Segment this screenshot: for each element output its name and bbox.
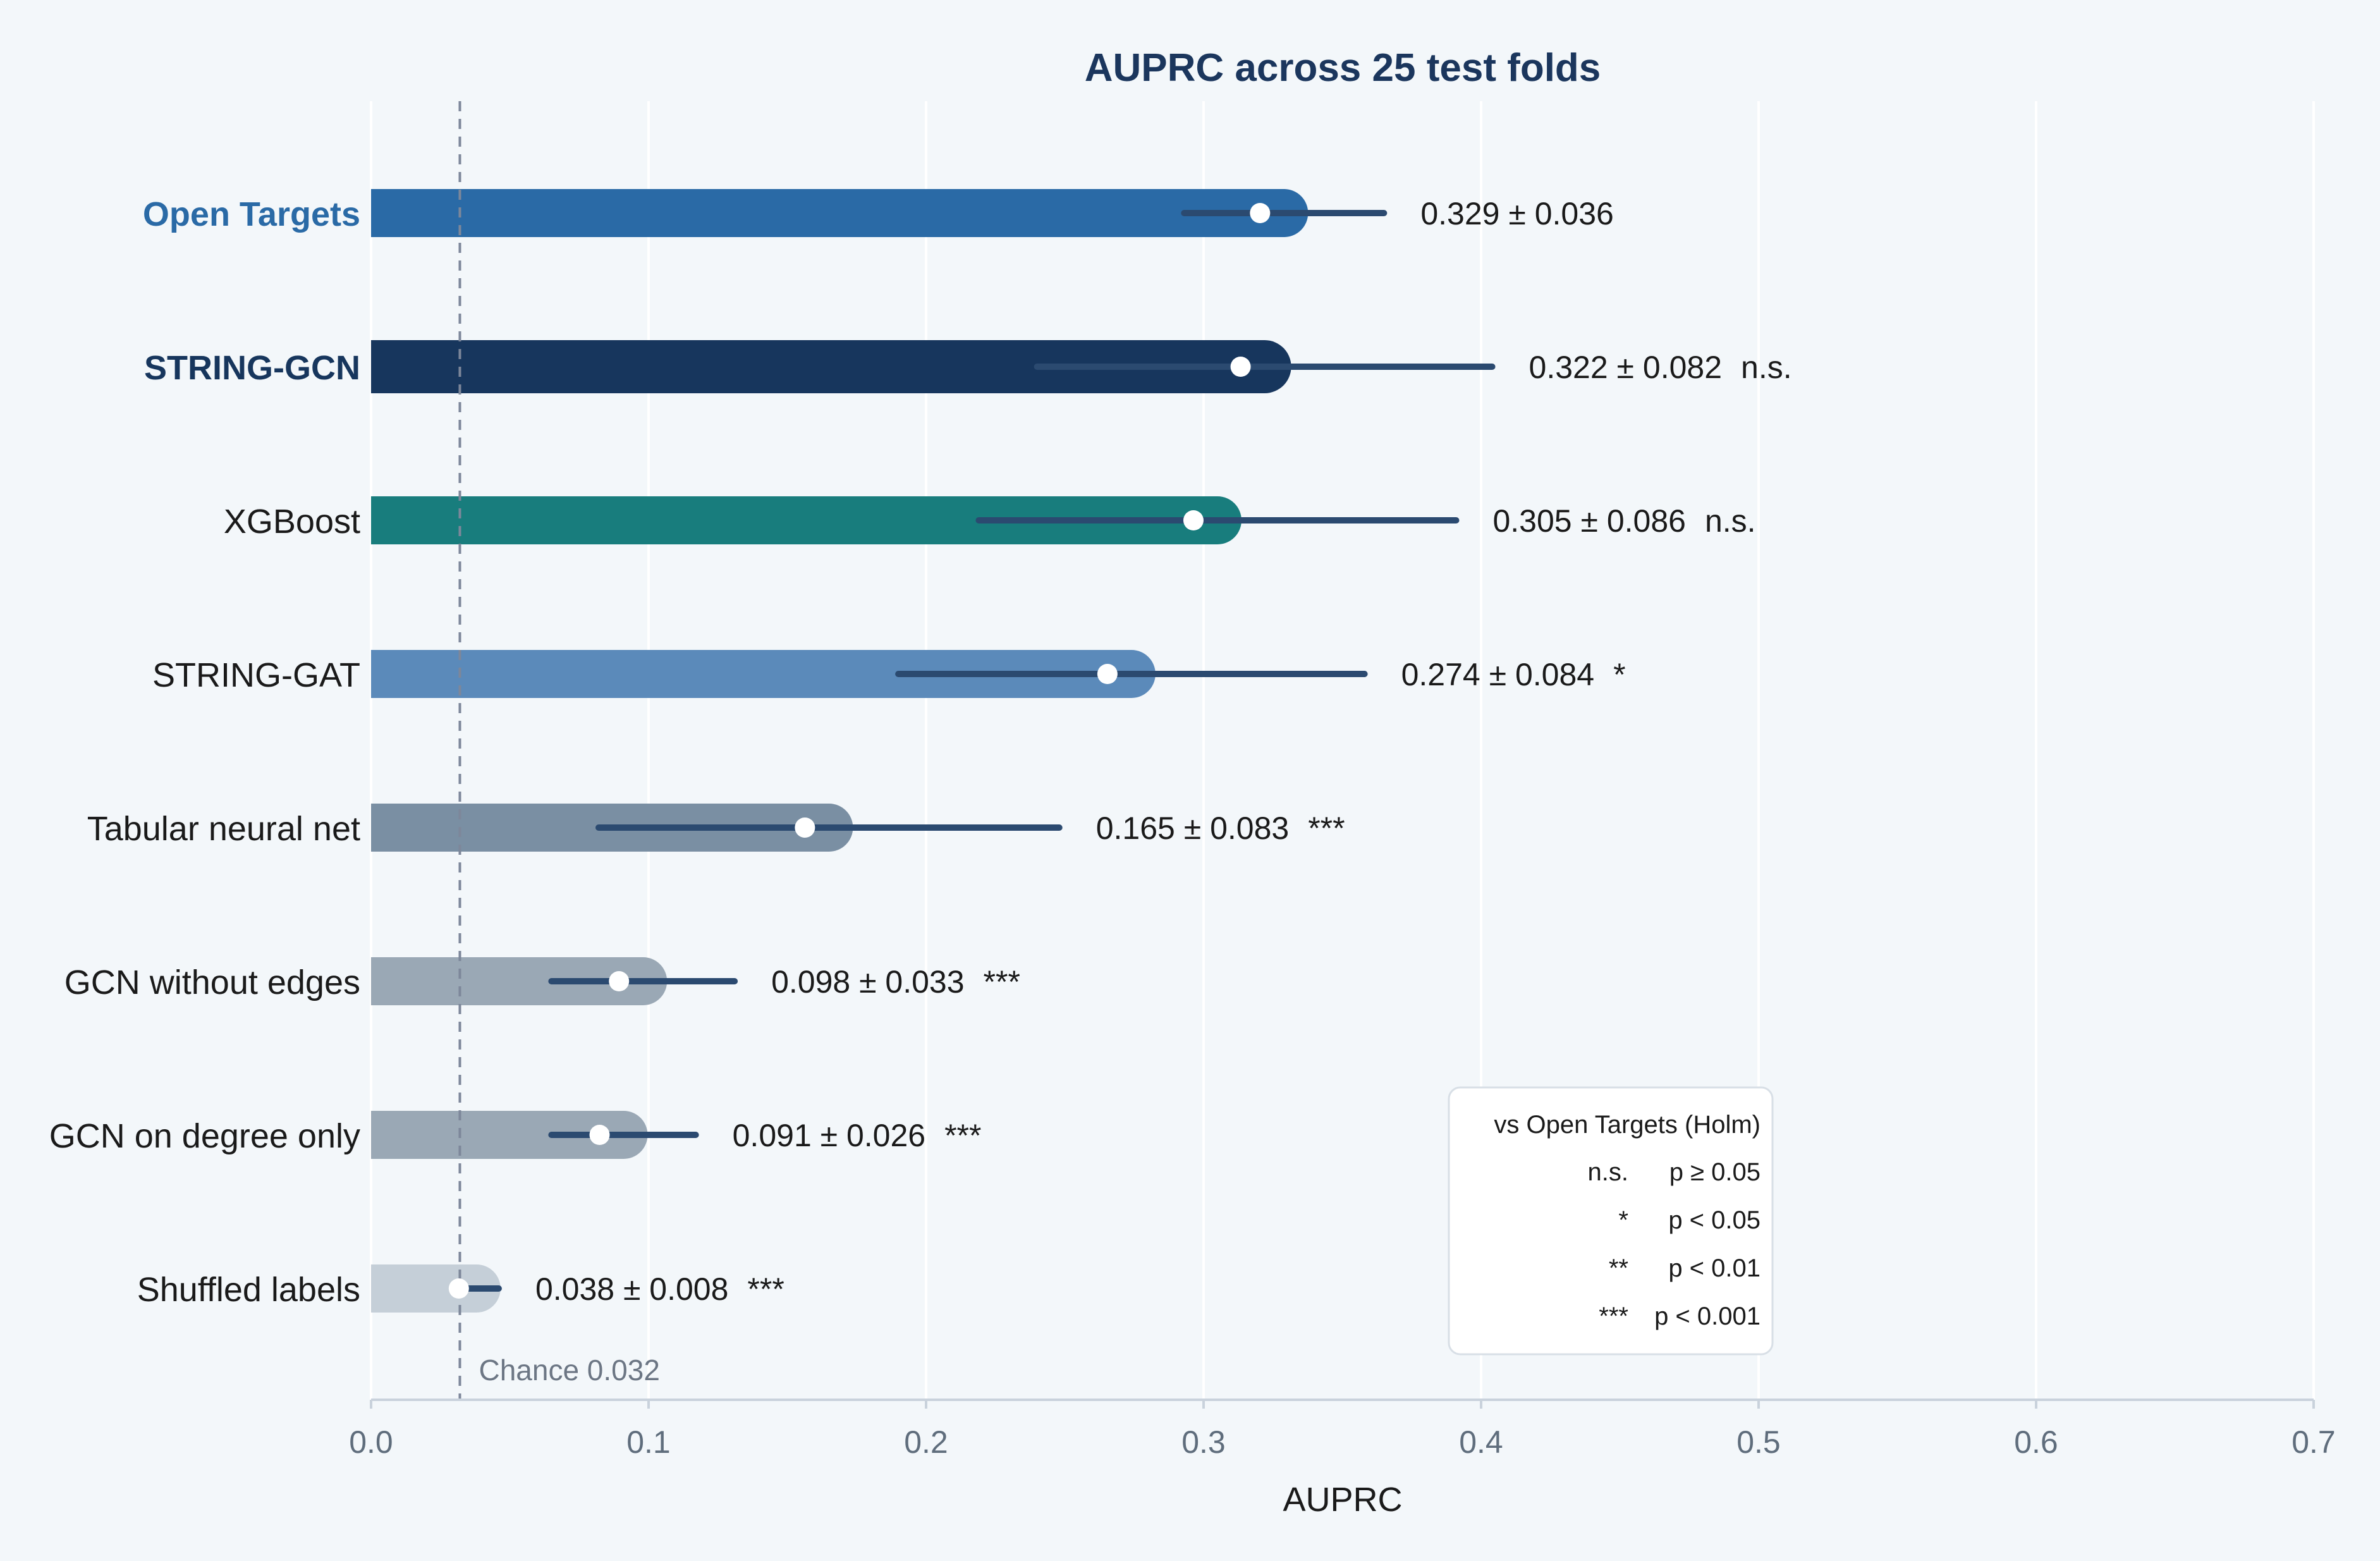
- mean-point: [448, 1278, 469, 1299]
- bar: [371, 189, 1309, 237]
- significance-label: n.s.: [1705, 503, 1756, 539]
- mean-point: [609, 971, 630, 991]
- category-label: GCN on degree only: [49, 1117, 360, 1155]
- legend-title: vs Open Targets (Holm): [1494, 1111, 1761, 1139]
- value-label: 0.305 ± 0.086: [1492, 503, 1685, 539]
- category-label: Shuffled labels: [137, 1271, 360, 1309]
- category-label: STRING-GAT: [152, 656, 360, 694]
- error-bars: [448, 203, 1496, 1299]
- value-label: 0.165 ± 0.083: [1096, 811, 1289, 846]
- category-label: Open Targets: [143, 195, 360, 233]
- gridlines: [370, 101, 2315, 1400]
- x-tick-label: 0.1: [626, 1424, 671, 1460]
- significance-label: ***: [1308, 811, 1345, 846]
- value-label: 0.322 ± 0.082: [1529, 350, 1722, 385]
- x-axis-label: AUPRC: [1283, 1481, 1402, 1519]
- category-label: GCN without edges: [64, 964, 360, 1001]
- bar: [371, 650, 1156, 698]
- value-label: 0.274 ± 0.084: [1401, 657, 1594, 692]
- chance-reference: Chance 0.032: [458, 101, 660, 1400]
- value-label: 0.091 ± 0.026: [733, 1118, 925, 1153]
- mean-point: [1183, 510, 1204, 530]
- bar: [371, 340, 1291, 393]
- chance-label: Chance 0.032: [479, 1354, 659, 1387]
- category-label: STRING-GCN: [144, 349, 360, 387]
- value-label: 0.038 ± 0.008: [535, 1271, 728, 1307]
- legend-text: p < 0.01: [1668, 1254, 1761, 1282]
- significance-label: *: [1613, 657, 1625, 692]
- category-labels: Open Targets STRING-GCN XGBoost STRING-GAT T…: [49, 195, 360, 1309]
- bar: [371, 957, 668, 1005]
- legend-symbol: n.s.: [1588, 1158, 1628, 1186]
- mean-point: [1250, 203, 1271, 223]
- mean-point: [795, 817, 815, 838]
- significance-label: ***: [944, 1118, 981, 1153]
- x-tick-label: 0.6: [2014, 1424, 2058, 1460]
- x-axis: 0.0 0.1 0.2 0.3 0.4 0.5 0.6 0.7: [349, 1399, 2336, 1460]
- legend-symbol: **: [1609, 1254, 1628, 1282]
- x-tick-label: 0.0: [349, 1424, 393, 1460]
- x-tick-label: 0.5: [1736, 1424, 1781, 1460]
- value-label: 0.098 ± 0.033: [771, 964, 964, 1000]
- x-tick-label: 0.4: [1459, 1424, 1503, 1460]
- x-tick-label: 0.7: [2292, 1424, 2336, 1460]
- legend-text: p < 0.05: [1668, 1206, 1761, 1234]
- bar: [371, 1111, 648, 1159]
- category-label: Tabular neural net: [87, 810, 360, 848]
- significance-label: n.s.: [1741, 350, 1792, 385]
- legend-box: [1448, 1086, 1774, 1356]
- legend-text: p ≥ 0.05: [1669, 1158, 1761, 1186]
- x-tick-label: 0.3: [1181, 1424, 1226, 1460]
- mean-point: [1097, 664, 1118, 684]
- mean-point: [589, 1125, 610, 1145]
- bar: [371, 1264, 501, 1313]
- significance-label: ***: [747, 1271, 784, 1307]
- mean-point: [1230, 357, 1251, 377]
- legend-text: p < 0.001: [1654, 1302, 1761, 1330]
- value-label: 0.329 ± 0.036: [1420, 196, 1613, 231]
- x-tick-label: 0.2: [904, 1424, 948, 1460]
- bar: [371, 496, 1242, 544]
- legend-symbol: ***: [1599, 1302, 1628, 1330]
- value-labels: 0.329 ± 0.036 0.322 ± 0.082 n.s. 0.305 ± 0.…: [535, 196, 1792, 1307]
- chart-title: AUPRC across 25 test folds: [1085, 46, 1601, 90]
- significance-legend: vs Open Targets (Holm) n.s. p ≥ 0.05 * p < …: [1448, 1086, 1774, 1356]
- category-label: XGBoost: [224, 503, 360, 541]
- significance-label: ***: [984, 964, 1020, 1000]
- bars: [371, 189, 1309, 1313]
- legend-symbol: *: [1618, 1206, 1628, 1234]
